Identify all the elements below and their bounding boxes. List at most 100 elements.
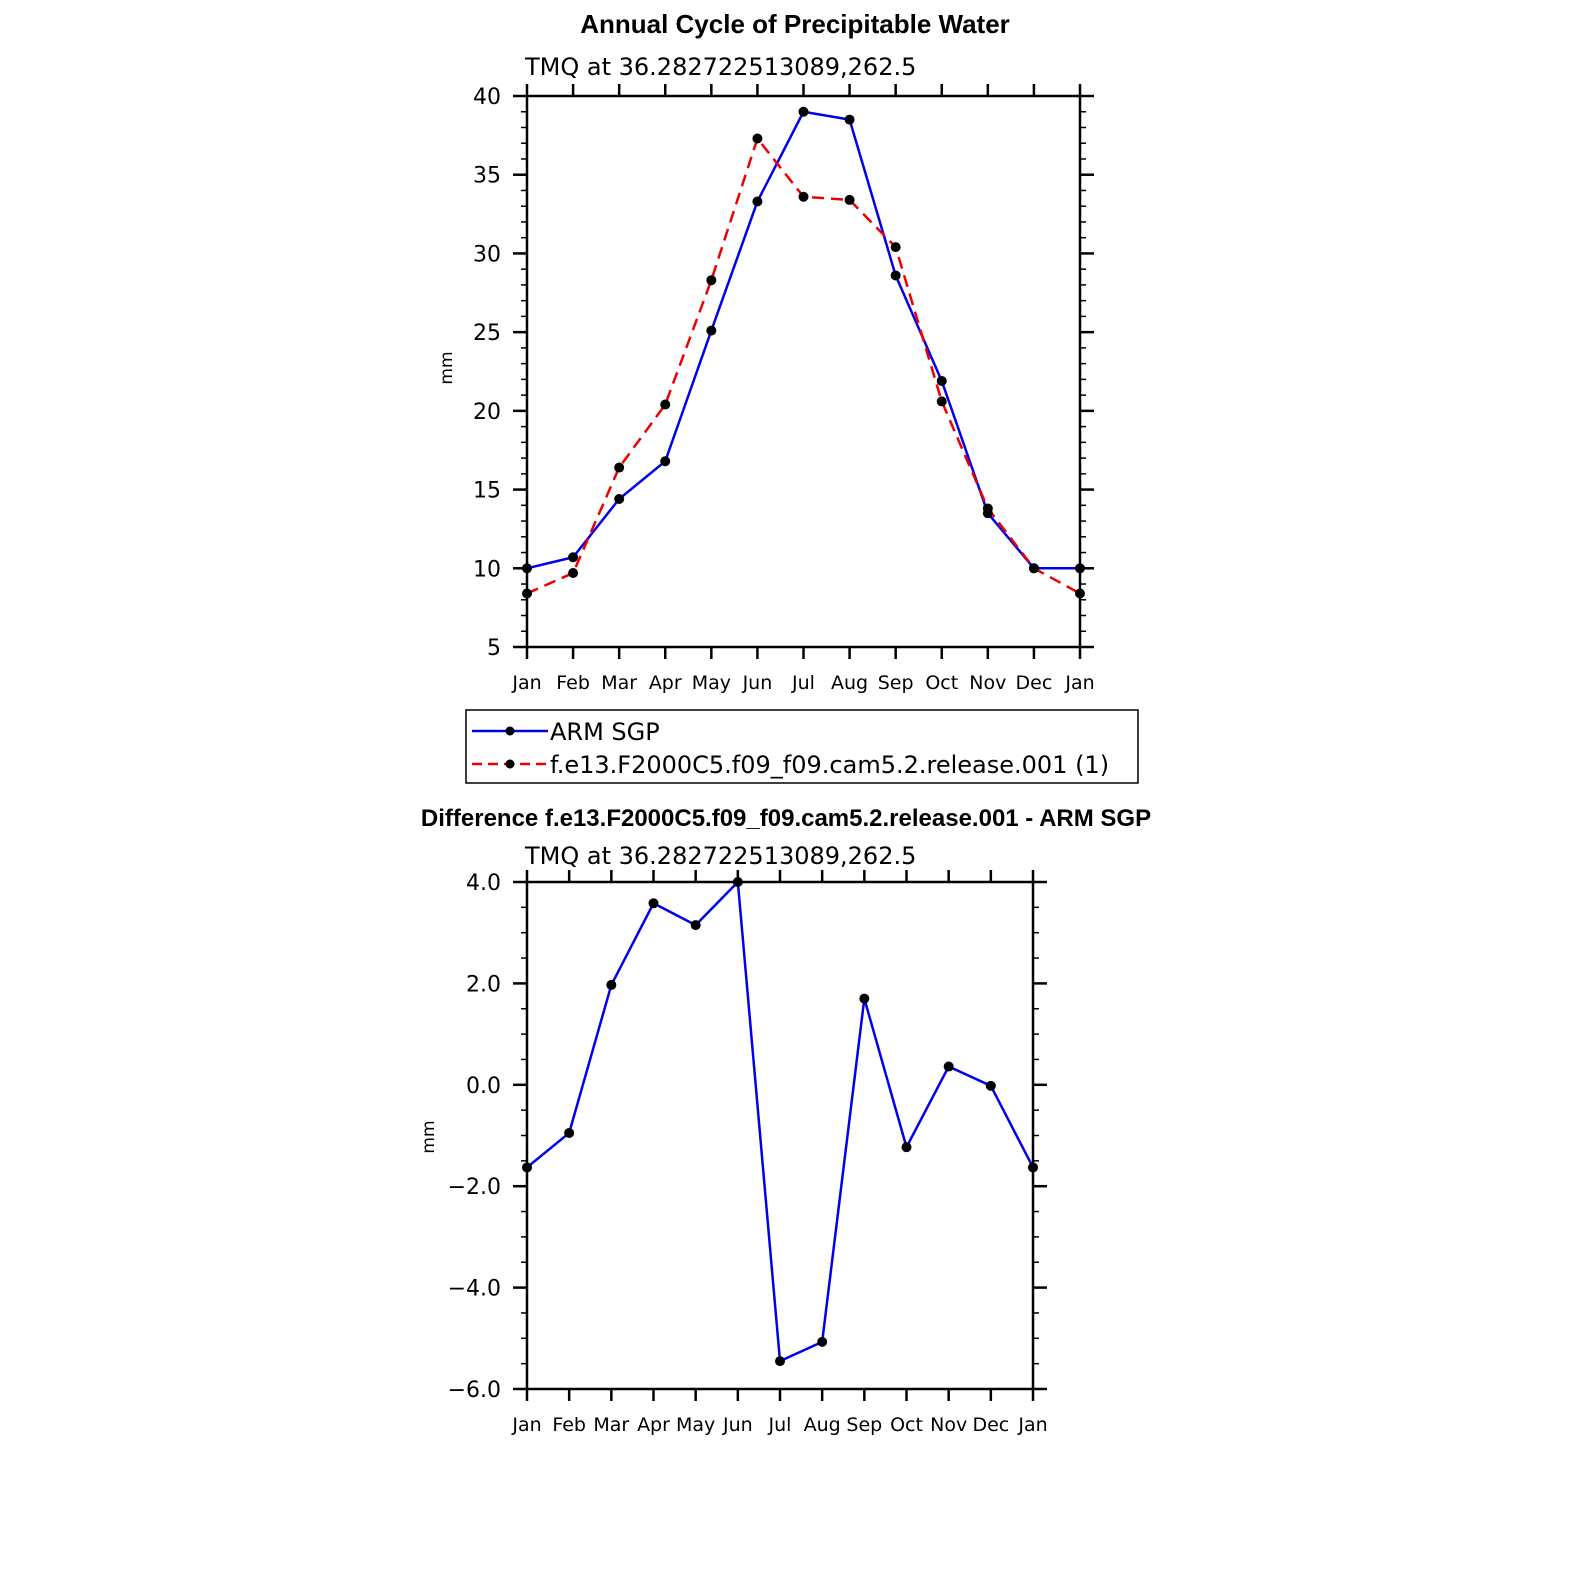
- chart1-series: [522, 106, 1085, 599]
- x-tick-label: Nov: [930, 1414, 967, 1436]
- y-tick-label: 35: [473, 164, 501, 189]
- chart1-subtitle: TMQ at 36.282722513089,262.5: [524, 53, 916, 81]
- data-point-s0-12: [1075, 563, 1085, 574]
- data-point-s0-11: [985, 1080, 996, 1091]
- series-line-0: [526, 110, 1080, 570]
- data-point-s0-0: [522, 1162, 532, 1173]
- data-point-s0-8: [890, 270, 901, 281]
- y-tick-label: 20: [473, 400, 501, 425]
- x-tick-label: Aug: [804, 1414, 841, 1436]
- data-point-s1-6: [798, 191, 809, 202]
- x-tick-label: Nov: [969, 672, 1006, 694]
- data-point-s0-7: [844, 114, 855, 125]
- data-point-s1-4: [706, 275, 717, 286]
- x-tick-label: Jun: [722, 1414, 753, 1436]
- legend-frame: [465, 709, 1139, 784]
- x-tick-label: Jun: [742, 672, 773, 694]
- data-point-s0-4: [706, 325, 717, 336]
- data-point-s0-10: [943, 1061, 954, 1072]
- chart1-title: Annual Cycle of Precipitable Water: [580, 9, 1010, 39]
- data-point-s1-12: [1075, 588, 1085, 599]
- legend-model-label: f.e13.F2000C5.f09_f09.cam5.2.release.001…: [550, 751, 1109, 779]
- chart1-legend: ARM SGP f.e13.F2000C5.f09_f09.cam5.2.rel…: [465, 709, 1139, 784]
- plot-frame: [525, 94, 1082, 649]
- x-tick-label: Jan: [1017, 1414, 1047, 1436]
- x-tick-label: Mar: [601, 672, 637, 694]
- legend-obs-marker: [505, 726, 515, 736]
- data-point-s0-2: [606, 979, 617, 990]
- difference-chart: Difference f.e13.F2000C5.f09_f09.cam5.2.…: [419, 805, 1151, 1436]
- x-tick-label: Oct: [925, 672, 958, 694]
- data-point-s1-2: [614, 462, 625, 473]
- chart2-axes: Jan Feb Mar Apr May Jun Jul Aug Sep Oct Nov Dec Jan−…: [448, 870, 1048, 1436]
- x-tick-label: Feb: [552, 1414, 586, 1436]
- x-tick-label: May: [676, 1414, 715, 1436]
- data-point-s1-1: [568, 568, 579, 579]
- x-tick-label: Sep: [846, 1414, 882, 1436]
- x-tick-label: Dec: [972, 1414, 1009, 1436]
- x-tick-label: Jul: [791, 672, 815, 694]
- data-point-s0-3: [648, 898, 659, 909]
- y-tick-label: 25: [473, 321, 501, 346]
- data-point-s0-1: [568, 552, 579, 563]
- y-tick-label: 4.0: [466, 871, 501, 896]
- x-tick-label: Jan: [511, 1414, 541, 1436]
- data-point-s1-3: [660, 399, 671, 410]
- x-tick-label: Dec: [1016, 672, 1053, 694]
- x-tick-label: Apr: [649, 672, 682, 694]
- x-tick-label: Jan: [1064, 672, 1094, 694]
- data-point-s0-4: [690, 920, 701, 931]
- x-tick-label: Feb: [556, 672, 590, 694]
- data-point-s1-7: [844, 194, 855, 205]
- y-tick-label: −6.0: [448, 1378, 501, 1403]
- chart1-y-axis-label: mm: [437, 351, 457, 384]
- y-tick-label: 15: [473, 479, 501, 504]
- data-point-s0-2: [614, 494, 625, 505]
- legend-model-marker: [505, 759, 515, 769]
- chart1-axes: Jan Feb Mar Apr May Jun Jul Aug Sep Oct Nov Dec Jan 5…: [473, 84, 1095, 694]
- data-point-s0-5: [732, 877, 743, 887]
- chart2-title: Difference f.e13.F2000C5.f09_f09.cam5.2.…: [421, 805, 1151, 832]
- data-point-s0-0: [522, 563, 532, 574]
- y-tick-label: 30: [473, 242, 501, 267]
- legend-obs-label: ARM SGP: [550, 718, 660, 746]
- data-point-s1-8: [890, 242, 901, 253]
- x-tick-label: Aug: [831, 672, 868, 694]
- data-point-s0-9: [901, 1142, 912, 1153]
- x-tick-label: May: [692, 672, 731, 694]
- x-tick-label: Jan: [511, 672, 541, 694]
- data-point-s1-11: [1028, 563, 1039, 574]
- data-point-s0-9: [936, 375, 947, 386]
- y-tick-label: 5: [487, 636, 501, 661]
- plot-frame: [525, 880, 1035, 1391]
- data-point-s1-0: [522, 588, 532, 599]
- y-tick-label: 0.0: [466, 1074, 501, 1099]
- y-tick-label: 40: [473, 85, 501, 110]
- y-tick-label: −4.0: [448, 1277, 501, 1302]
- data-point-s0-12: [1028, 1162, 1038, 1173]
- y-tick-label: 2.0: [466, 972, 501, 997]
- chart2-y-axis-label: mm: [419, 1120, 439, 1153]
- data-point-s0-6: [775, 1356, 785, 1367]
- x-tick-label: Oct: [890, 1414, 923, 1436]
- chart2-subtitle: TMQ at 36.282722513089,262.5: [524, 842, 916, 870]
- x-tick-label: Apr: [637, 1414, 670, 1436]
- x-tick-label: Sep: [878, 672, 914, 694]
- data-point-s0-5: [752, 196, 763, 207]
- data-point-s0-3: [660, 456, 671, 467]
- annual-cycle-chart: Annual Cycle of Precipitable Water TMQ a…: [437, 9, 1139, 784]
- data-point-s1-9: [936, 396, 947, 407]
- series-line-0: [526, 880, 1035, 1363]
- data-point-s1-10: [982, 503, 993, 514]
- data-point-s0-1: [564, 1127, 575, 1138]
- y-tick-label: 10: [473, 557, 501, 582]
- chart2-series: [522, 877, 1038, 1367]
- data-point-s1-5: [752, 133, 763, 144]
- x-tick-label: Jul: [768, 1414, 792, 1436]
- data-point-s0-8: [859, 993, 870, 1004]
- y-tick-label: −2.0: [448, 1175, 501, 1200]
- data-point-s0-7: [817, 1336, 828, 1347]
- x-tick-label: Mar: [593, 1414, 629, 1436]
- data-point-s0-6: [798, 106, 809, 117]
